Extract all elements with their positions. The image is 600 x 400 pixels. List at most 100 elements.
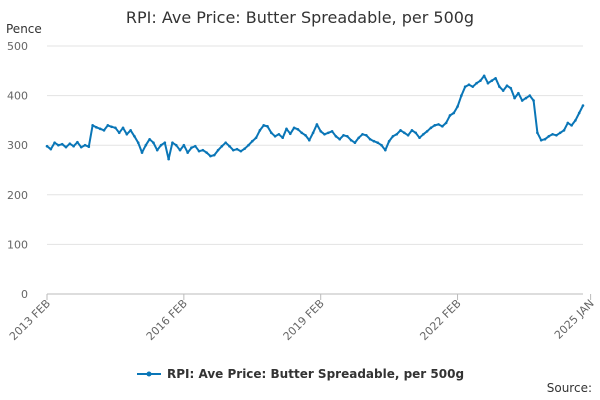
data-point [148,137,151,141]
data-point [193,144,197,148]
data-point [220,144,224,148]
data-point [117,131,121,135]
y-tick-label: 0 [21,288,28,301]
legend-marker [146,371,152,377]
x-tick-label: 2016 FEB [144,297,190,343]
data-point [574,119,577,122]
data-point [178,148,182,152]
data-point [334,134,338,138]
data-point [418,136,421,140]
data-point [114,126,117,130]
y-tick-label: 400 [7,90,28,103]
data-point [64,145,68,149]
data-point [68,142,72,146]
data-point [349,138,353,142]
data-point [532,99,535,102]
y-axis-ticks: 0 100 200 300 400 500 [7,40,28,301]
data-point [53,141,56,145]
data-series [45,74,585,161]
data-point [311,131,315,135]
data-point [520,99,524,102]
data-point [102,129,106,132]
data-point [342,133,345,137]
data-point [197,149,201,153]
data-point [486,81,490,85]
data-point [209,154,212,158]
data-point [543,137,547,141]
data-point [285,127,288,131]
data-point [254,136,258,140]
series-line [46,74,584,161]
data-point [376,141,380,145]
data-point [330,130,334,133]
x-tick-label: 2022 FEB [417,297,463,343]
data-point [498,85,501,88]
source-label: Source: [546,381,592,395]
data-point [186,151,189,154]
data-point [327,131,330,135]
data-point [456,105,459,108]
data-point [247,143,250,147]
data-point [555,133,558,137]
y-tick-label: 300 [7,139,28,152]
data-point [231,148,235,152]
y-tick-label: 200 [7,189,28,202]
data-point [110,125,113,129]
data-point [501,89,505,92]
data-point [505,84,509,87]
data-point [129,129,132,132]
data-point [384,148,387,152]
data-point [136,141,140,145]
data-point [49,147,53,151]
data-point [494,76,497,80]
data-point [262,124,265,127]
data-point [323,132,326,136]
data-point [83,143,87,147]
data-point [547,134,551,138]
data-point [460,94,463,97]
data-point [182,143,186,147]
data-point [281,136,284,140]
data-point [357,136,361,140]
data-point [300,131,303,135]
data-point [517,91,520,95]
data-point [304,133,307,137]
data-point [406,133,410,137]
data-point [509,86,513,90]
data-point [437,123,440,126]
data-point [395,132,399,136]
data-point [201,148,205,152]
data-point [410,129,414,132]
data-point [250,139,254,143]
data-point [76,140,79,144]
chart-title: RPI: Ave Price: Butter Spreadable, per 5… [125,8,475,27]
data-point [167,157,170,161]
data-point [422,132,425,136]
data-point [482,74,486,78]
data-point [399,129,402,132]
data-point [212,153,216,157]
data-point [471,85,475,88]
data-point [380,143,383,147]
data-point [536,131,539,135]
x-tick-label: 2019 FEB [281,297,327,343]
data-point [368,137,372,141]
y-tick-label: 100 [7,238,28,251]
data-point [288,132,292,136]
data-point [296,128,300,131]
data-point [562,129,566,132]
legend: RPI: Ave Price: Butter Spreadable, per 5… [137,367,464,381]
data-point [273,134,277,138]
data-point [365,133,368,137]
data-point [277,132,281,136]
data-point [125,132,129,136]
data-point [551,132,554,136]
data-point [539,138,543,142]
data-point [140,151,144,154]
legend-label: RPI: Ave Price: Butter Spreadable, per 5… [167,367,464,381]
data-point [577,111,581,115]
data-point [171,141,174,145]
data-point [292,126,296,130]
data-point [205,151,208,154]
